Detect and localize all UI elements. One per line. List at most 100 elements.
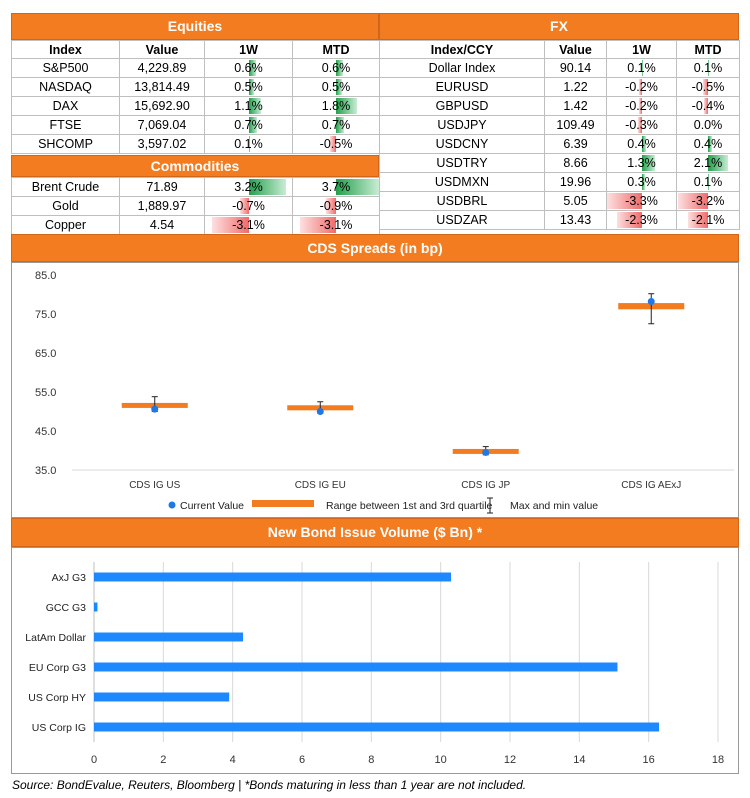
fx-mtd-text: -0.5% [691, 80, 725, 94]
bond-xtick-label: 0 [91, 754, 97, 766]
commodities-1w: -0.7% [204, 196, 293, 216]
commodities-table: Brent Crude 71.89 3.2% 3.7% Gold 1,889.97 -0.7… [11, 177, 380, 235]
table-row: EURUSD 1.22 -0.2% -0.5% [379, 77, 740, 97]
fx-1w-bar [641, 60, 643, 76]
equities-col-0: Index [11, 40, 120, 59]
fx-mtd: -0.5% [676, 77, 740, 97]
table-row: Dollar Index 90.14 0.1% 0.1% [379, 58, 740, 78]
table-row: S&P500 4,229.89 0.6% 0.6% [11, 58, 380, 78]
equities-column-header: Index Value 1W MTD [11, 40, 380, 59]
table-row: DAX 15,692.90 1.1% 1.8% [11, 96, 380, 116]
fx-col-3: MTD [676, 40, 740, 59]
bond-xtick-label: 16 [643, 754, 655, 766]
bond-category-label: AxJ G3 [52, 572, 87, 584]
fx-1w: -0.2% [606, 77, 677, 97]
bond-chart: 0 2 4 6 8 10 12 14 16 18 AxJ G3 GCC G3 LatAm Dollar E… [25, 562, 724, 766]
table-row: Gold 1,889.97 -0.7% -0.9% [11, 196, 380, 216]
fx-mtd-bar [703, 79, 708, 95]
fx-mtd-bar [708, 60, 709, 76]
fx-mtd-text: 2.1% [693, 156, 723, 170]
equities-col-1: Value [119, 40, 205, 59]
equities-1w: 0.1% [204, 134, 293, 154]
source-note: Source: BondEvalue, Reuters, Bloomberg |… [12, 778, 527, 792]
fx-mtd-text: 0.1% [693, 61, 723, 75]
cds-ytick-label: 75.0 [35, 309, 56, 321]
equities-title: Equities [167, 18, 223, 34]
fx-mtd: 0.4% [676, 134, 740, 154]
equities-1w-text: 0.6% [234, 61, 263, 75]
equities-name: SHCOMP [11, 134, 120, 154]
table-row: SHCOMP 3,597.02 0.1% -0.5% [11, 134, 380, 154]
bond-xtick-label: 12 [504, 754, 516, 766]
fx-1w-bar [641, 155, 656, 171]
fx-mtd: 0.1% [676, 58, 740, 78]
equities-mtd: 1.8% [292, 96, 380, 116]
commodities-name: Gold [11, 196, 120, 216]
commodities-header: Commodities [11, 155, 379, 177]
bond-bar [94, 572, 452, 582]
cds-title: CDS Spreads (in bp) [307, 240, 443, 256]
fx-name: USDCNY [379, 134, 545, 154]
cds-ytick-label: 85.0 [35, 270, 56, 282]
equities-mtd-text: 1.8% [321, 99, 351, 113]
cds-current-point [316, 408, 324, 415]
commodities-title: Commodities [150, 158, 240, 174]
fx-col-2: 1W [606, 40, 677, 59]
equities-mtd-text: 0.7% [321, 118, 351, 132]
fx-mtd-text: -0.4% [691, 99, 725, 113]
fx-value: 8.66 [544, 153, 607, 173]
commodities-1w-bar [240, 198, 249, 214]
commodities-1w-bar [248, 179, 287, 195]
equities-name: FTSE [11, 115, 120, 135]
equities-col-2: 1W [204, 40, 293, 59]
bond-xtick-label: 14 [573, 754, 585, 766]
commodities-mtd-bar [325, 198, 336, 214]
table-row: USDJPY 109.49 -0.3% 0.0% [379, 115, 740, 135]
cds-chart: 35.0 45.0 55.0 65.0 75.0 85.0 CDS IG US CDS IG … [35, 270, 734, 514]
bond-bar [94, 632, 244, 642]
bond-header: New Bond Issue Volume ($ Bn) * [11, 518, 739, 547]
cds-category-label: CDS IG JP [461, 480, 510, 491]
fx-mtd: -3.2% [676, 191, 740, 211]
bond-xtick-label: 10 [435, 754, 447, 766]
fx-name: USDMXN [379, 172, 545, 192]
cds-current-point [647, 298, 655, 306]
fx-1w: -3.3% [606, 191, 677, 211]
fx-1w-bar [607, 193, 642, 209]
commodities-value: 4.54 [119, 215, 205, 235]
fx-mtd-bar [677, 193, 708, 209]
equities-mtd: 0.5% [292, 77, 380, 97]
commodities-mtd-text: -0.9% [319, 199, 353, 213]
cds-legend-range: Range between 1st and 3rd quartile [326, 500, 493, 512]
fx-mtd-bar [688, 212, 708, 228]
equities-name: DAX [11, 96, 120, 116]
table-row: USDZAR 13.43 -2.3% -2.1% [379, 210, 740, 230]
fx-col-1: Value [544, 40, 607, 59]
fx-1w-text: -0.2% [625, 99, 658, 113]
bond-bar [94, 602, 98, 612]
equities-1w: 1.1% [204, 96, 293, 116]
fx-mtd-text: 0.1% [693, 175, 723, 189]
commodities-value: 1,889.97 [119, 196, 205, 216]
fx-1w-text: -0.2% [625, 80, 658, 94]
fx-1w-text: 0.4% [627, 137, 656, 151]
table-row: USDBRL 5.05 -3.3% -3.2% [379, 191, 740, 211]
commodities-mtd-bar [336, 179, 379, 195]
fx-1w: -0.2% [606, 96, 677, 116]
equities-mtd-text: -0.5% [319, 137, 353, 151]
fx-name: EURUSD [379, 77, 545, 97]
cds-legend-current: Current Value [180, 500, 244, 512]
equities-header: Equities [11, 13, 379, 40]
equities-mtd: -0.5% [292, 134, 380, 154]
fx-mtd: 0.1% [676, 172, 740, 192]
commodities-value: 71.89 [119, 177, 205, 197]
equities-1w-bar [248, 117, 257, 133]
fx-col-0: Index/CCY [379, 40, 545, 59]
equities-1w-text: 0.5% [234, 80, 263, 94]
fx-1w-bar [639, 98, 642, 114]
fx-name: GBPUSD [379, 96, 545, 116]
cds-chart-panel: 35.0 45.0 55.0 65.0 75.0 85.0 CDS IG US CDS IG … [11, 262, 739, 518]
commodities-1w: -3.1% [204, 215, 293, 235]
bond-xtick-label: 8 [368, 754, 374, 766]
fx-mtd: 0.0% [676, 115, 740, 135]
